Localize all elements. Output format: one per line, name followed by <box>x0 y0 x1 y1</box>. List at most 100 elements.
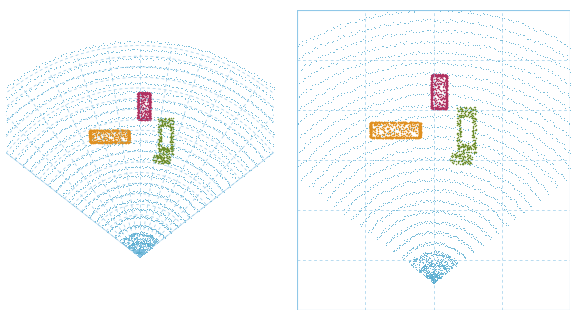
Point <box>178 121 187 126</box>
Point <box>133 93 142 99</box>
Point <box>114 134 123 139</box>
Point <box>124 138 133 143</box>
Point <box>382 135 391 140</box>
Point <box>26 154 36 159</box>
Point <box>427 274 436 279</box>
Point <box>141 81 151 86</box>
Point <box>175 204 184 209</box>
Point <box>481 44 491 49</box>
Point <box>62 134 71 139</box>
Point <box>411 18 420 23</box>
Point <box>204 196 213 201</box>
Point <box>484 168 494 173</box>
Point <box>103 128 112 133</box>
Point <box>147 73 156 78</box>
Point <box>446 211 456 216</box>
Point <box>560 116 569 121</box>
Point <box>427 88 436 93</box>
Point <box>338 140 347 145</box>
Point <box>272 156 281 161</box>
Point <box>435 253 445 258</box>
Point <box>374 135 384 140</box>
Point <box>416 123 425 128</box>
Point <box>315 54 325 59</box>
Point <box>162 99 171 104</box>
Point <box>62 175 71 180</box>
Point <box>139 248 148 253</box>
Point <box>122 148 131 153</box>
Point <box>164 146 173 151</box>
Point <box>123 140 132 145</box>
Point <box>165 119 174 124</box>
Point <box>141 190 151 195</box>
Point <box>406 135 415 140</box>
Point <box>68 184 77 189</box>
Point <box>137 110 146 115</box>
Point <box>421 259 431 264</box>
Point <box>386 174 396 179</box>
Point <box>389 120 399 125</box>
Point <box>158 90 167 95</box>
Point <box>399 180 408 185</box>
Point <box>463 117 472 122</box>
Point <box>307 135 317 140</box>
Point <box>366 132 375 137</box>
Point <box>92 130 101 135</box>
Point <box>415 124 424 129</box>
Point <box>390 65 399 70</box>
Point <box>233 121 243 126</box>
Point <box>532 110 541 115</box>
Point <box>162 117 172 123</box>
Point <box>457 141 467 146</box>
Point <box>428 136 438 141</box>
Point <box>431 273 441 278</box>
Point <box>438 106 448 111</box>
Point <box>456 161 465 166</box>
Point <box>194 155 204 160</box>
Point <box>132 88 141 93</box>
Point <box>376 145 385 150</box>
Point <box>528 132 537 137</box>
Point <box>415 126 424 132</box>
Point <box>365 124 375 129</box>
Point <box>140 250 150 255</box>
Point <box>143 90 152 95</box>
Point <box>232 166 242 171</box>
Point <box>74 178 84 183</box>
Point <box>144 112 154 117</box>
Point <box>392 97 402 102</box>
Point <box>523 46 533 51</box>
Point <box>375 218 385 223</box>
Point <box>70 180 80 185</box>
Point <box>560 101 569 106</box>
Point <box>73 102 82 108</box>
Point <box>116 128 125 133</box>
Point <box>440 90 449 95</box>
Point <box>135 254 144 260</box>
Point <box>570 111 579 116</box>
Point <box>162 148 171 153</box>
Point <box>392 218 401 223</box>
Point <box>435 88 445 93</box>
Point <box>314 91 323 96</box>
Point <box>111 49 120 54</box>
Point <box>442 83 451 88</box>
Point <box>424 263 434 268</box>
Point <box>126 191 136 196</box>
Point <box>463 241 472 246</box>
Point <box>442 92 452 97</box>
Point <box>404 137 414 142</box>
Point <box>525 186 534 191</box>
Point <box>95 165 104 170</box>
Point <box>455 115 464 120</box>
Point <box>351 63 360 68</box>
Point <box>90 220 100 225</box>
Point <box>440 105 449 110</box>
Point <box>80 182 90 187</box>
Point <box>502 96 512 101</box>
Point <box>300 141 310 146</box>
Point <box>85 130 94 135</box>
Point <box>161 214 170 220</box>
Point <box>155 134 164 139</box>
Point <box>393 131 403 136</box>
